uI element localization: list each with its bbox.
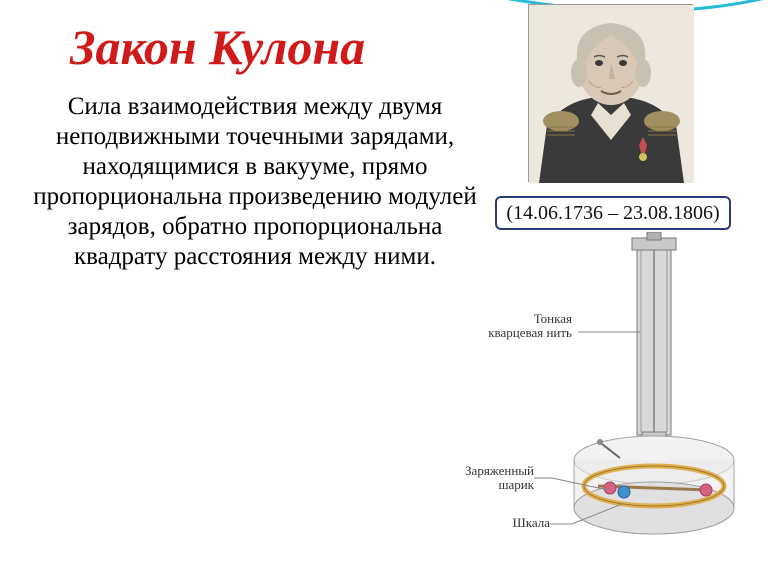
label-thread: Тонкая кварцевая нить (488, 312, 572, 341)
slide-body-text: Сила взаимодействия между двумя неподвиж… (30, 92, 480, 272)
torsion-balance-diagram: Тонкая кварцевая нить Заряженный шарик Ш… (492, 232, 742, 562)
portrait-coulomb (528, 4, 693, 182)
label-ball: Заряженный шарик (456, 464, 534, 493)
slide-title: Закон Кулона (70, 18, 365, 76)
label-scale: Шкала (492, 516, 550, 530)
life-dates: (14.06.1736 – 23.08.1806) (495, 196, 731, 230)
